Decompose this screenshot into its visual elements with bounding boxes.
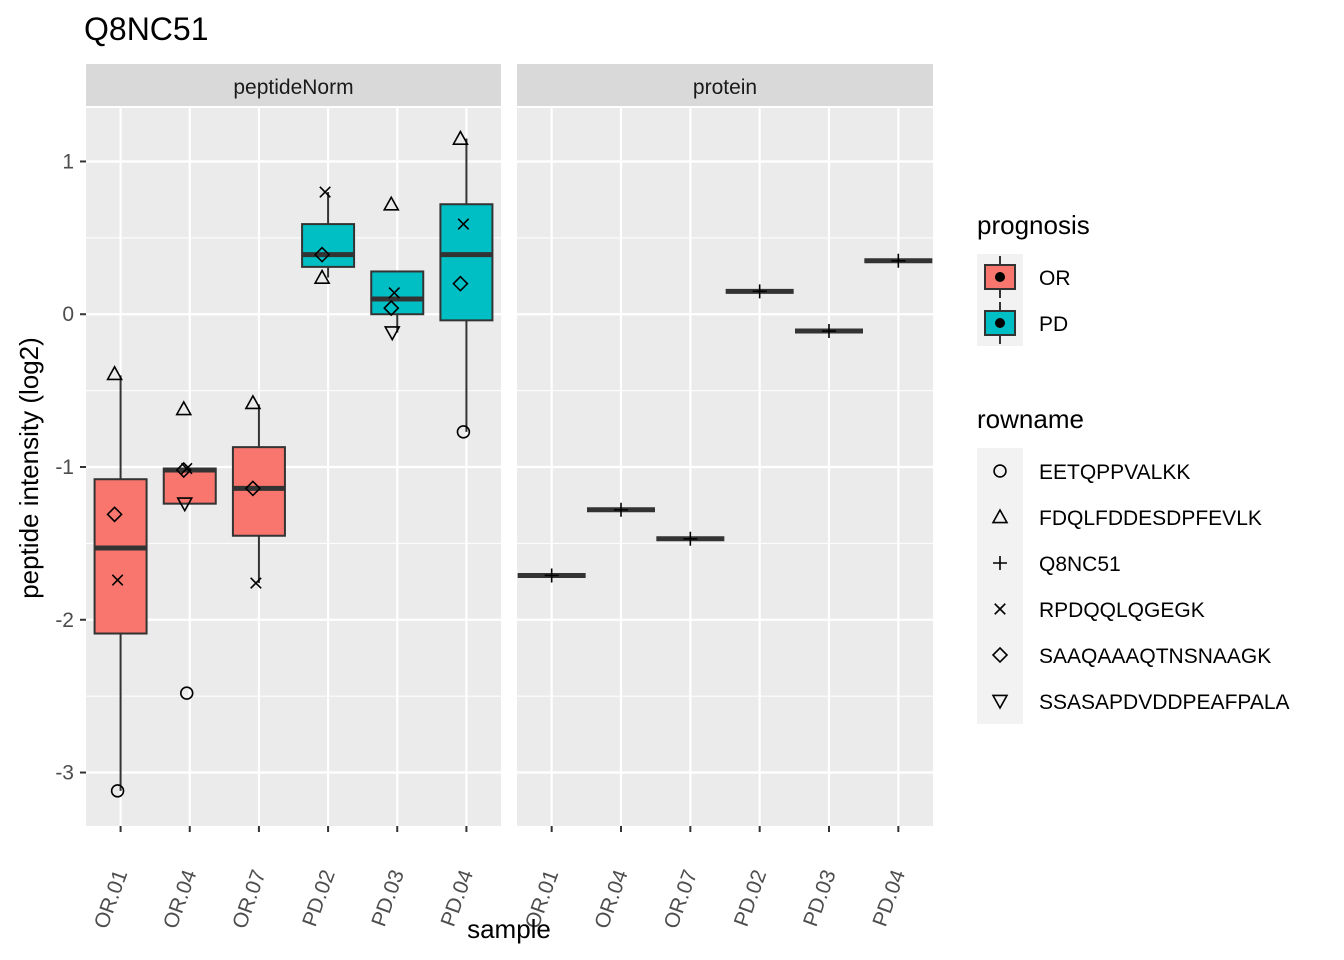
point-q8nc51 xyxy=(614,502,628,517)
x-tick-label: PD.02 xyxy=(730,867,772,930)
point-saaqaaaqtnsnaagk xyxy=(383,299,400,317)
point-fdqlfddesdpfevlk xyxy=(175,400,193,416)
legend-shape-plus xyxy=(993,556,1007,570)
point-q8nc51 xyxy=(683,531,698,546)
box-PD.02 xyxy=(301,192,356,278)
box-OR.01 xyxy=(93,375,148,791)
point-q8nc51 xyxy=(752,284,767,299)
point-saaqaaaqtnsnaagk xyxy=(244,480,262,497)
legend: prognosis OR PD rowname EETQPPVALKK FDQLFDDES… xyxy=(977,210,1290,724)
legend-item-eetqppvalkk: EETQPPVALKK xyxy=(993,461,1190,484)
legend-item-rpdqqlqgegk: RPDQQLQGEGK xyxy=(994,599,1205,622)
legend-key-dot xyxy=(995,318,1005,328)
point-q8nc51 xyxy=(822,324,836,339)
legend-item-fdqlfddesdpfevlk: FDQLFDDESDPFEVLK xyxy=(991,507,1262,530)
point-fdqlfddesdpfevlk xyxy=(452,129,469,145)
legend-label: RPDQQLQGEGK xyxy=(1039,599,1205,622)
x-axis-label: sample xyxy=(467,914,551,944)
legend-title-rowname: rowname xyxy=(977,404,1084,434)
chart-title: Q8NC51 xyxy=(84,11,209,47)
box-body xyxy=(439,203,494,322)
point-q8nc51 xyxy=(891,253,906,268)
box-body xyxy=(93,478,148,635)
legend-label: SSASAPDVDDPEAFPALA xyxy=(1039,691,1290,714)
legend-item-ssasapdvddpeafpala: SSASAPDVDDPEAFPALA xyxy=(991,691,1290,714)
x-tick-label: OR.07 xyxy=(660,867,702,932)
box-body xyxy=(301,223,356,268)
x-tick-label: OR.07 xyxy=(228,867,270,932)
legend-label: PD xyxy=(1039,313,1068,336)
point-eetqppvalkk xyxy=(456,425,471,439)
y-tick-label: -3 xyxy=(55,762,74,785)
x-tick-label: PD.03 xyxy=(799,867,841,930)
point-eetqppvalkk xyxy=(110,784,125,798)
facet-panels: peptideNorm OR.01 OR.04 OR.07 PD.02 PD.03 PD.0… xyxy=(86,64,933,932)
legend-shape-circle xyxy=(993,464,1007,478)
point-fdqlfddesdpfevlk xyxy=(106,365,123,381)
legend-label: SAAQAAAQTNSNAAGK xyxy=(1039,645,1271,668)
x-tick-label: OR.04 xyxy=(159,867,201,932)
point-rpdqqlqgegk xyxy=(457,218,470,230)
facet-strip-label: protein xyxy=(693,76,757,99)
legend-label: Q8NC51 xyxy=(1039,553,1121,576)
legend-item-q8nc51: Q8NC51 xyxy=(993,553,1121,576)
x-tick-label: OR.01 xyxy=(90,867,132,932)
y-axis: 1 0 -1 -2 -3 xyxy=(55,150,86,785)
y-tick-label: -1 xyxy=(55,456,74,479)
legend-label: OR xyxy=(1039,267,1071,290)
facet-strip xyxy=(86,64,501,106)
point-fdqlfddesdpfevlk xyxy=(313,268,331,284)
point-ssasapdvddpeafpala xyxy=(176,497,194,513)
point-q8nc51 xyxy=(544,568,559,583)
point-fdqlfddesdpfevlk xyxy=(244,394,262,410)
point-rpdqqlqgegk xyxy=(111,574,124,586)
box-body xyxy=(231,446,286,537)
point-eetqppvalkk xyxy=(180,686,194,700)
legend-shape-cross xyxy=(994,603,1006,615)
x-tick-label: OR.04 xyxy=(590,867,632,932)
facet-strip xyxy=(517,64,933,106)
legend-key-or: OR xyxy=(977,254,1071,300)
legend-key-pd: PD xyxy=(977,300,1068,346)
x-tick-label: PD.04 xyxy=(868,867,910,930)
y-tick-label: -2 xyxy=(55,609,74,632)
point-ssasapdvddpeafpala xyxy=(383,326,401,342)
x-tick-label: PD.03 xyxy=(367,867,409,930)
legend-key-dot xyxy=(995,272,1005,282)
y-tick-label: 0 xyxy=(62,303,74,326)
legend-label: FDQLFDDESDPFEVLK xyxy=(1039,507,1262,530)
facet-strip-label: peptideNorm xyxy=(233,76,353,99)
legend-key-background xyxy=(977,448,1023,724)
y-axis-label: peptide intensity (log2) xyxy=(14,337,44,599)
point-saaqaaaqtnsnaagk xyxy=(452,275,469,292)
legend-label: EETQPPVALKK xyxy=(1039,461,1190,484)
point-saaqaaaqtnsnaagk xyxy=(175,461,192,479)
legend-title-prognosis: prognosis xyxy=(977,210,1090,240)
legend-shape-triangle-up xyxy=(991,508,1009,524)
point-rpdqqlqgegk xyxy=(250,577,262,589)
point-rpdqqlqgegk xyxy=(319,186,331,198)
y-tick-label: 1 xyxy=(62,150,74,173)
legend-shape-diamond xyxy=(991,646,1009,664)
box-PD.04 xyxy=(439,138,494,432)
legend-shape-triangle-down xyxy=(991,694,1009,710)
point-saaqaaaqtnsnaagk xyxy=(313,246,331,263)
point-saaqaaaqtnsnaagk xyxy=(106,506,123,523)
x-tick-label: PD.02 xyxy=(298,867,340,930)
point-rpdqqlqgegk xyxy=(180,462,193,475)
point-fdqlfddesdpfevlk xyxy=(382,195,400,211)
point-rpdqqlqgegk xyxy=(388,287,401,299)
legend-item-saaqaaaqtnsnaagk: SAAQAAAQTNSNAAGK xyxy=(991,645,1271,668)
